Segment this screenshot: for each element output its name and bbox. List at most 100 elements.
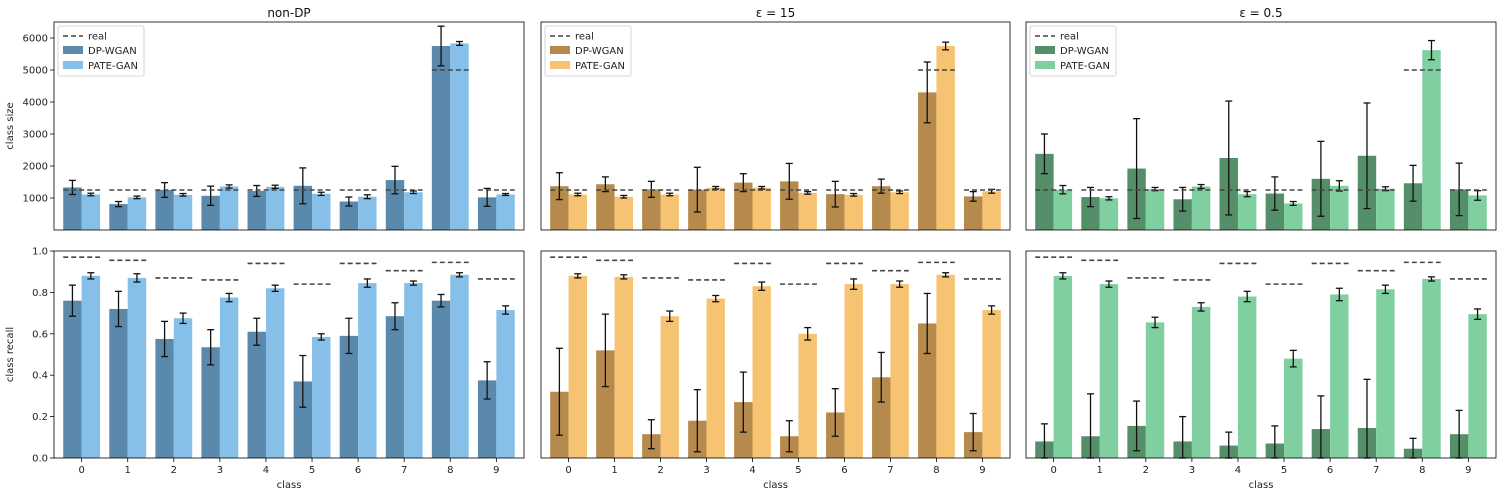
panel-title: non-DP <box>267 6 310 20</box>
x-tick-label: 0 <box>1050 465 1056 476</box>
pategan-bar-9 <box>982 191 1001 230</box>
pategan-bar-4 <box>1237 194 1257 230</box>
x-tick-label: 8 <box>447 465 453 476</box>
pategan-bar-3 <box>706 187 725 230</box>
dpwgan-bar-2 <box>642 189 661 230</box>
dpwgan-bar-0 <box>550 186 569 230</box>
pategan-bar-6 <box>844 194 863 230</box>
x-axis-label: class <box>277 480 302 491</box>
x-tick-label: 0 <box>565 465 571 476</box>
dpwgan-bar-1 <box>109 308 128 458</box>
pategan-bar-7 <box>1376 289 1395 458</box>
x-tick-label: 4 <box>1235 465 1241 476</box>
pategan-bar-6 <box>358 283 377 458</box>
dpwgan-bar-0 <box>1035 153 1054 230</box>
pategan-bar-3 <box>219 186 239 230</box>
pategan-bar-0 <box>1053 189 1073 230</box>
pategan-bar-0 <box>1053 275 1073 458</box>
pategan-bar-7 <box>404 283 423 458</box>
legend-pategan-label: PATE-GAN <box>575 61 625 72</box>
pategan-bar-8 <box>450 43 469 230</box>
dpwgan-bar-6 <box>826 194 845 230</box>
legend-pategan-swatch <box>63 61 83 69</box>
pategan-bar-0 <box>568 275 587 458</box>
dpwgan-bar-7 <box>872 377 891 458</box>
axes-frame <box>540 250 1011 459</box>
dpwgan-bar-9 <box>964 196 983 230</box>
legend-pategan-swatch <box>1035 61 1055 69</box>
pategan-bar-3 <box>219 297 239 458</box>
pategan-bar-2 <box>173 318 193 458</box>
axes-frame <box>1025 21 1497 231</box>
x-tick-label: 3 <box>1189 465 1195 476</box>
dpwgan-bar-5 <box>1265 193 1285 230</box>
panel-2: ε = 0.5 real DP-WGAN PATE-GAN <box>1025 6 1497 231</box>
pategan-bar-5 <box>312 336 331 458</box>
pategan-bar-9 <box>496 309 515 458</box>
pategan-bar-2 <box>660 194 679 230</box>
pategan-bar-1 <box>614 276 633 458</box>
pategan-bar-6 <box>1330 185 1349 230</box>
pategan-bar-0 <box>81 194 101 230</box>
x-tick-label: 9 <box>979 465 985 476</box>
pategan-bar-9 <box>496 194 515 230</box>
dpwgan-bar-1 <box>1081 197 1100 230</box>
pategan-bar-8 <box>1422 50 1441 230</box>
pategan-bar-5 <box>1284 203 1303 230</box>
dpwgan-bar-2 <box>155 190 174 230</box>
y-tick-label: 0.6 <box>32 329 48 340</box>
dpwgan-bar-0 <box>63 300 82 458</box>
y-axis-label: class size <box>5 102 16 149</box>
x-tick-label: 3 <box>217 465 223 476</box>
dpwgan-bar-1 <box>596 350 615 458</box>
dpwgan-bar-7 <box>872 186 891 230</box>
pategan-bar-4 <box>1237 296 1257 458</box>
legend-dpwgan-label: DP-WGAN <box>1060 46 1109 57</box>
x-tick-label: 9 <box>1465 465 1471 476</box>
legend-real-label: real <box>575 32 594 43</box>
legend: real DP-WGAN PATE-GAN <box>57 25 145 77</box>
pategan-bar-4 <box>752 187 771 230</box>
y-tick-label: 4000 <box>23 98 48 109</box>
dpwgan-bar-0 <box>63 187 82 230</box>
panel-title: ε = 15 <box>756 6 795 20</box>
pategan-bar-9 <box>1468 195 1487 230</box>
y-tick-label: 0.0 <box>32 454 48 465</box>
y-tick-label: 3000 <box>23 130 48 141</box>
dpwgan-bar-8 <box>1403 183 1423 230</box>
dpwgan-bar-9 <box>477 380 497 458</box>
x-tick-label: 3 <box>703 465 709 476</box>
pategan-bar-1 <box>127 197 147 230</box>
pategan-bar-7 <box>890 192 909 230</box>
x-tick-label: 4 <box>749 465 755 476</box>
pategan-bar-1 <box>614 196 633 230</box>
pategan-bar-5 <box>798 192 817 230</box>
x-tick-label: 7 <box>1373 465 1379 476</box>
legend-dpwgan-swatch <box>63 46 83 54</box>
dpwgan-bar-8 <box>918 92 937 231</box>
dpwgan-bar-1 <box>109 204 128 230</box>
y-tick-label: 1.0 <box>32 247 48 258</box>
dpwgan-bar-5 <box>780 181 799 230</box>
dpwgan-bar-8 <box>918 323 937 458</box>
pategan-bar-3 <box>1191 306 1211 458</box>
panel-0: 1000 2000 3000 4000 5000 6000 class size non-DP… <box>5 6 525 231</box>
dpwgan-bar-9 <box>477 197 497 230</box>
x-tick-label: 2 <box>171 465 177 476</box>
pategan-bar-5 <box>798 333 817 458</box>
x-tick-label: 1 <box>1097 465 1103 476</box>
x-tick-label: 5 <box>1281 465 1287 476</box>
dpwgan-bar-3 <box>201 195 220 230</box>
y-tick-label: 1000 <box>23 194 48 205</box>
pategan-bar-6 <box>844 284 863 458</box>
y-tick-label: 5000 <box>23 66 48 77</box>
x-tick-label: 0 <box>78 465 84 476</box>
y-tick-label: 0.8 <box>32 288 48 299</box>
pategan-bar-4 <box>265 288 285 458</box>
pategan-bar-4 <box>752 286 771 458</box>
dpwgan-bar-4 <box>734 182 753 230</box>
dpwgan-bar-6 <box>339 335 359 458</box>
legend-real-label: real <box>88 32 107 43</box>
y-tick-label: 0.2 <box>32 412 48 423</box>
